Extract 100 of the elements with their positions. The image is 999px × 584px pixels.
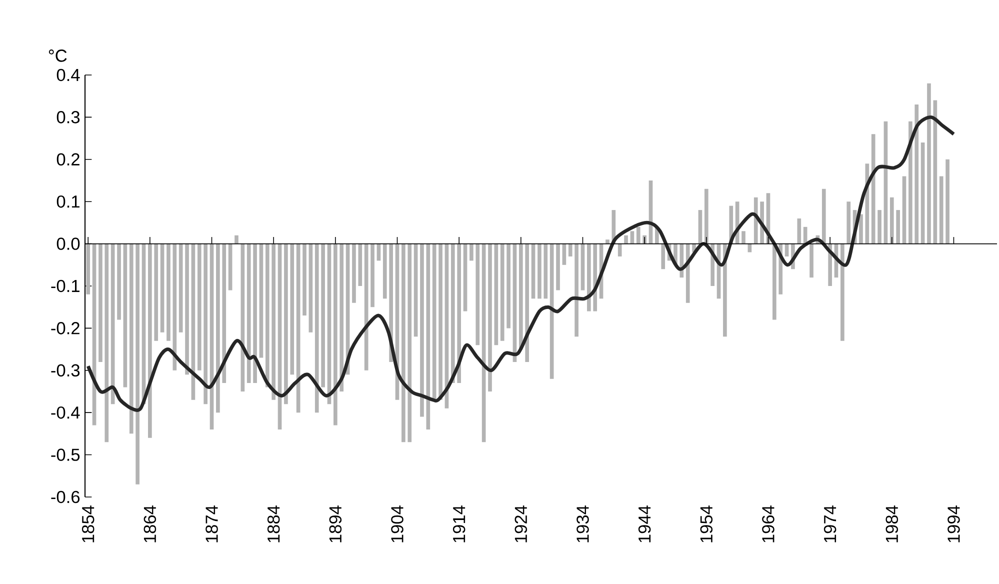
bar [538,244,542,299]
bar [104,244,109,442]
bar [797,218,802,244]
x-tick-label: 1934 [576,506,589,542]
bar [636,226,640,244]
bar [308,244,313,332]
y-tick-label: 0.1 [56,195,80,208]
bar [661,244,666,270]
bar [574,244,578,337]
bar [222,244,226,384]
bar [630,231,634,244]
bar [618,244,622,256]
bar [117,244,121,320]
bar [284,244,288,404]
y-tick-label: 0.4 [56,68,80,82]
bar [859,214,863,244]
bar [556,244,560,290]
bar [86,244,90,294]
bar [494,244,498,346]
bar [123,244,128,388]
bar [568,244,572,256]
bar [129,244,134,434]
bar [136,244,140,484]
x-tick-label: 1894 [329,506,342,542]
bar [98,244,102,362]
bar [698,210,702,244]
bar [178,244,183,332]
x-tick-label: 1914 [452,506,466,542]
bar [544,244,548,299]
bar [185,244,189,375]
bar [172,244,177,370]
bar [723,244,727,337]
x-tick-label: 1854 [82,506,94,542]
y-tick-label: -0.3 [51,364,80,377]
bar [414,244,418,337]
bar [340,244,344,392]
bar [890,197,894,244]
bar [352,244,356,303]
bar [364,244,368,370]
bar [525,244,530,362]
bar [302,244,306,316]
bar [358,244,362,286]
bar [927,83,931,244]
bar [160,244,164,332]
bar [772,244,776,320]
bar [382,244,387,299]
bar [896,210,900,244]
bar [402,244,406,442]
x-tick-label: 1974 [824,506,836,542]
bar [148,244,152,438]
bar [154,244,158,341]
bar [518,244,523,350]
bar [234,235,238,244]
bar [822,188,826,244]
bar [846,202,851,244]
bar [457,244,461,384]
x-tick-label: 1964 [762,506,774,542]
x-tick-label: 1984 [886,506,898,542]
bar [908,121,912,244]
bar [476,244,480,346]
bar [370,244,374,308]
y-tick-label: -0.2 [51,322,80,334]
x-tick-label: 1994 [948,506,960,542]
bar [500,244,504,341]
bar [438,244,442,400]
bar [871,134,876,244]
x-tick-label: 1904 [391,506,404,542]
bar [920,142,925,244]
x-tick-label: 1954 [700,506,713,542]
x-tick-label: 1874 [206,506,218,542]
bar [840,244,844,341]
bar [432,244,436,400]
bar [204,244,208,404]
bar [314,244,319,413]
y-tick-label: -0.5 [51,448,80,461]
x-tick-label: 1884 [267,506,280,542]
y-tick-label: -0.1 [51,280,80,292]
bar [506,244,510,328]
bar [686,244,690,303]
bar [166,244,170,341]
bar [531,244,536,299]
y-tick-label: -0.6 [51,490,80,504]
y-tick-label: -0.4 [51,406,80,419]
bar [450,244,455,384]
bar [290,244,294,375]
bar [587,244,591,312]
x-tick-label: 1944 [638,506,651,542]
bar [216,244,220,413]
x-tick-label: 1924 [514,506,528,542]
bar [321,244,325,388]
bar [334,244,338,426]
bar [408,244,412,442]
bar [197,244,202,370]
bar [259,244,264,358]
bar [902,176,906,244]
bar [426,244,430,430]
x-tick-label: 1864 [144,506,156,542]
bar [878,210,882,244]
bar [704,188,708,244]
bar [914,104,919,244]
